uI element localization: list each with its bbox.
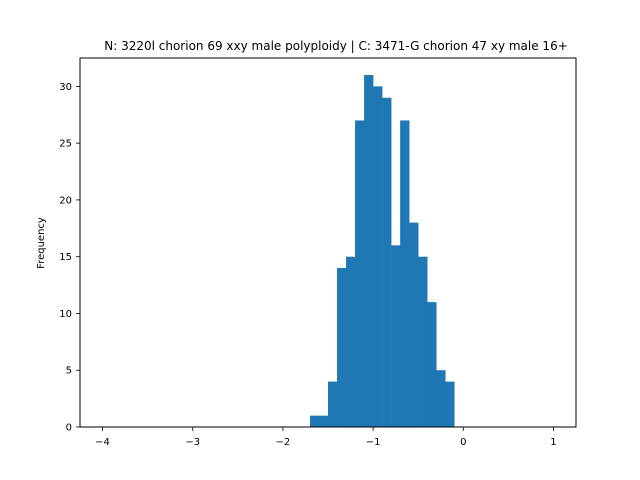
x-tick-label: −4 (95, 437, 110, 448)
y-tick-label: 5 (66, 366, 72, 377)
histogram-bar (318, 415, 329, 427)
histogram-bar (409, 222, 419, 427)
histogram-bar (337, 268, 347, 427)
x-tick-label: −1 (366, 437, 381, 448)
histogram-bar (436, 370, 446, 427)
histogram-bar (364, 75, 374, 428)
histogram-bar (355, 120, 365, 427)
y-tick-label: 30 (59, 82, 72, 93)
histogram-bar (391, 245, 401, 427)
y-tick-label: 20 (59, 195, 72, 206)
histogram-bar (328, 381, 338, 427)
x-tick-label: 1 (550, 437, 556, 448)
x-tick-label: −3 (185, 437, 200, 448)
chart-title: N: 3220l chorion 69 xxy male polyploidy … (104, 39, 568, 53)
histogram-bar (400, 120, 410, 427)
x-tick-label: −2 (276, 437, 291, 448)
histogram-bar (346, 256, 356, 427)
y-axis-ticks: 0 5 10 15 20 25 30 (59, 82, 80, 434)
x-axis-ticks: −4 −3 −2 −1 0 1 (95, 427, 557, 448)
y-tick-label: 15 (59, 252, 72, 263)
histogram-bar (382, 97, 392, 427)
histogram-bar (427, 302, 437, 427)
y-tick-label: 0 (66, 423, 72, 434)
y-tick-label: 10 (59, 309, 72, 320)
histogram-bar (309, 415, 320, 427)
y-axis-label: Frequency (36, 217, 47, 269)
histogram-bar (373, 86, 383, 427)
bars (309, 75, 455, 428)
plot-frame (79, 57, 577, 428)
x-tick-label: 0 (460, 437, 466, 448)
y-tick-label: 25 (59, 139, 72, 150)
histogram-bar (418, 256, 428, 427)
histogram-bar (445, 381, 455, 427)
